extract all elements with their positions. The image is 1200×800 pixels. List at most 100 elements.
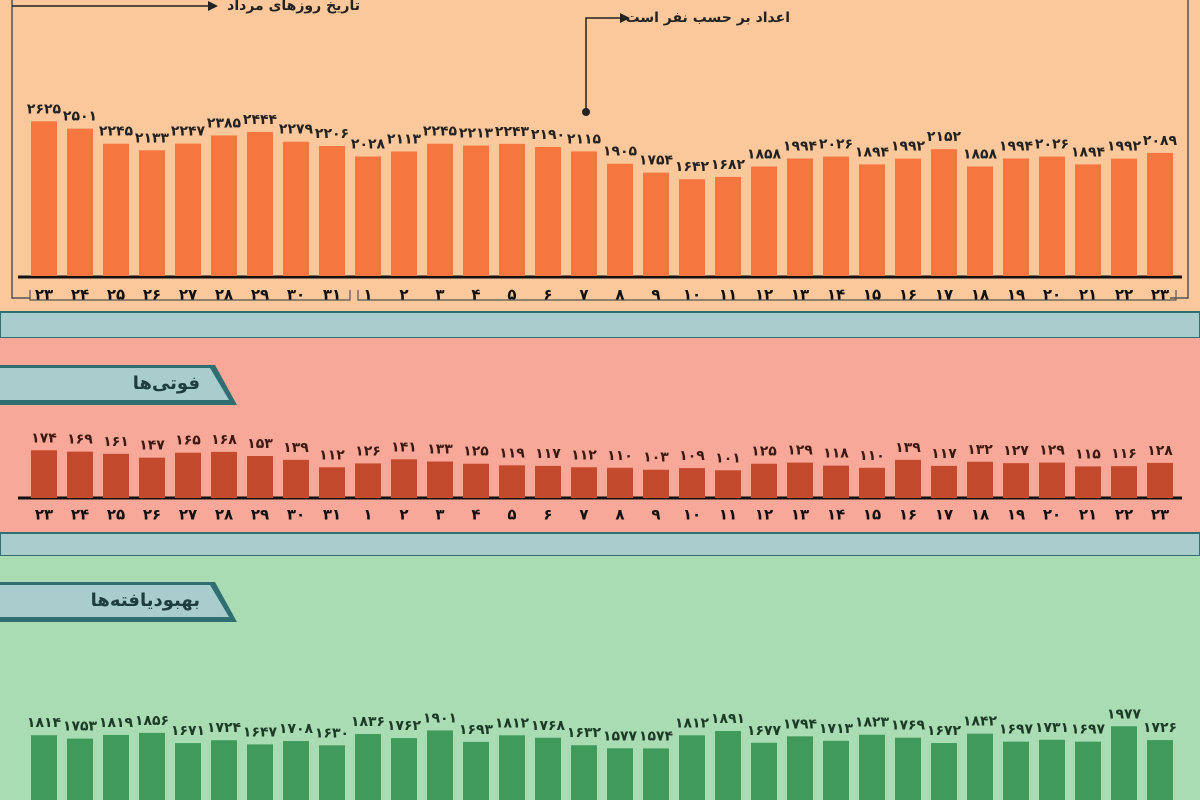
value-label: ۱۲۶ bbox=[355, 443, 381, 459]
x-tick-label: ۷ bbox=[579, 286, 588, 304]
x-tick-label: ۱۷ bbox=[935, 506, 953, 524]
x-tick-label: ۱۶ bbox=[899, 286, 917, 304]
bar bbox=[967, 166, 993, 276]
bar bbox=[463, 463, 489, 498]
separator bbox=[0, 311, 1200, 339]
bar bbox=[1147, 152, 1173, 276]
bar bbox=[1039, 739, 1065, 800]
bar bbox=[643, 172, 669, 276]
bar bbox=[211, 135, 237, 276]
value-label: ۱۱۸ bbox=[823, 446, 849, 462]
x-tick-label: ۸ bbox=[615, 286, 624, 304]
x-tick-label: ۲۹ bbox=[251, 506, 269, 524]
x-tick-label: ۲۰ bbox=[1043, 286, 1061, 304]
x-tick-label: ۲۳ bbox=[35, 506, 53, 524]
bar bbox=[499, 465, 525, 498]
x-tick-label: ۱۱ bbox=[719, 286, 737, 304]
value-label: ۱۰۹ bbox=[679, 448, 705, 464]
bar bbox=[499, 143, 525, 276]
value-label: ۱۶۷۷ bbox=[747, 723, 782, 739]
value-label: ۲۰۸۹ bbox=[1143, 133, 1178, 149]
bar bbox=[571, 467, 597, 498]
x-tick-label: ۴ bbox=[471, 286, 480, 304]
bar bbox=[715, 470, 741, 498]
value-label: ۲۰۲۶ bbox=[819, 137, 853, 153]
x-tick-label: ۱۶ bbox=[899, 506, 917, 524]
bar bbox=[391, 738, 417, 800]
bar bbox=[103, 734, 129, 800]
value-label: ۱۶۷۱ bbox=[171, 723, 205, 739]
value-label: ۱۵۳ bbox=[247, 436, 273, 452]
bar bbox=[211, 451, 237, 498]
value-label: ۱۹۰۵ bbox=[603, 144, 638, 160]
bar bbox=[355, 156, 381, 276]
value-label: ۱۹۷۷ bbox=[1107, 706, 1142, 722]
x-tick-label: ۹ bbox=[651, 286, 660, 304]
value-label: ۲۵۰۱ bbox=[63, 109, 97, 125]
bar bbox=[1111, 726, 1137, 800]
bar bbox=[823, 156, 849, 276]
x-tick-label: ۲ bbox=[399, 506, 408, 524]
bar bbox=[1075, 164, 1101, 276]
value-label: ۱۸۴۲ bbox=[963, 714, 998, 730]
bar bbox=[535, 737, 561, 800]
value-label: ۱۹۹۲ bbox=[1107, 139, 1142, 155]
value-label: ۱۸۵۸ bbox=[963, 147, 998, 163]
bar bbox=[175, 143, 201, 276]
bracket bbox=[29, 290, 351, 301]
x-tick-label: ۳۰ bbox=[287, 506, 305, 524]
x-tick-label: ۱۸ bbox=[971, 506, 989, 524]
x-tick-label: ۲۷ bbox=[179, 286, 197, 304]
value-label: ۱۶۸۲ bbox=[711, 157, 746, 173]
value-label: ۲۱۹۰ bbox=[531, 127, 565, 143]
x-tick-label: ۳۱ bbox=[323, 286, 341, 304]
bar bbox=[607, 748, 633, 800]
value-label: ۱۶۹۷ bbox=[999, 722, 1034, 738]
bar bbox=[535, 146, 561, 276]
value-label: ۲۲۴۵ bbox=[423, 124, 458, 140]
bar bbox=[175, 743, 201, 800]
bar bbox=[1111, 466, 1137, 498]
value-label: ۱۳۹ bbox=[283, 440, 309, 456]
x-tick-label: ۲۰ bbox=[1043, 506, 1061, 524]
bar bbox=[751, 742, 777, 800]
value-label: ۱۷۲۶ bbox=[1143, 720, 1177, 736]
bar bbox=[1111, 158, 1137, 276]
bar bbox=[931, 465, 957, 498]
x-tick-label: ۵ bbox=[507, 286, 516, 304]
bar bbox=[1147, 740, 1173, 800]
x-tick-label: ۲۱ bbox=[1079, 506, 1097, 524]
bar bbox=[967, 733, 993, 800]
x-tick-label: ۲۵ bbox=[107, 506, 125, 524]
x-tick-label: ۶ bbox=[543, 506, 552, 524]
bar bbox=[283, 741, 309, 800]
x-tick-label: ۸ bbox=[615, 506, 624, 524]
value-label: ۱۸۹۴ bbox=[855, 144, 890, 160]
bar bbox=[787, 158, 813, 276]
value-label: ۱۷۶۲ bbox=[387, 718, 422, 734]
value-label: ۱۶۸ bbox=[211, 432, 237, 448]
value-label: ۲۳۸۵ bbox=[207, 115, 242, 131]
value-label: ۱۶۴۷ bbox=[243, 724, 278, 740]
bar bbox=[319, 146, 345, 276]
value-label: ۱۱۹ bbox=[499, 445, 525, 461]
value-label: ۱۱۷ bbox=[535, 446, 561, 462]
bar bbox=[607, 163, 633, 276]
x-tick-label: ۱۳ bbox=[791, 506, 809, 524]
bar bbox=[355, 734, 381, 800]
bar bbox=[1039, 156, 1065, 276]
bar bbox=[751, 166, 777, 276]
value-label: ۱۳۹ bbox=[895, 440, 921, 456]
value-label: ۱۶۷۲ bbox=[927, 723, 962, 739]
bar bbox=[571, 745, 597, 800]
bar bbox=[679, 179, 705, 276]
value-label: ۲۴۴۴ bbox=[243, 112, 278, 128]
x-tick-label: ۱۵ bbox=[863, 506, 881, 524]
value-label: ۱۲۹ bbox=[1039, 443, 1065, 459]
x-tick-label: ۱۱ bbox=[719, 506, 737, 524]
value-label: ۱۹۹۴ bbox=[783, 138, 818, 154]
bar bbox=[103, 453, 129, 498]
bar bbox=[247, 456, 273, 498]
value-label: ۱۸۵۶ bbox=[135, 713, 169, 729]
x-tick-label: ۲۷ bbox=[179, 506, 197, 524]
